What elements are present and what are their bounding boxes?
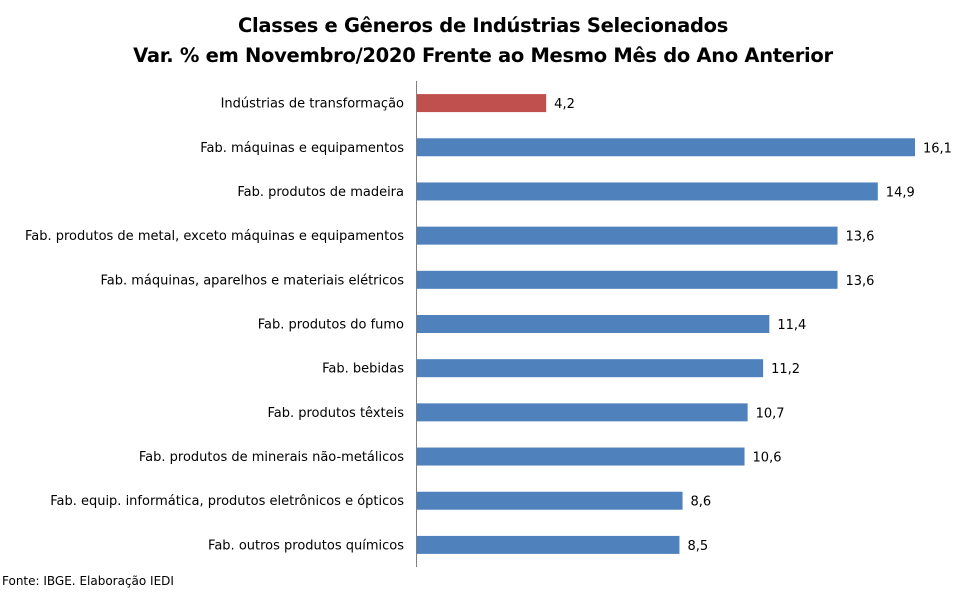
data-label: 16,1 — [923, 141, 952, 156]
bar — [416, 403, 748, 422]
bar — [416, 491, 683, 510]
data-label: 13,6 — [846, 230, 875, 245]
bar — [416, 535, 680, 554]
bar — [416, 447, 745, 466]
data-label: 10,6 — [753, 451, 782, 466]
category-label: Fab. produtos têxteis — [267, 406, 404, 421]
category-label: Fab. máquinas, aparelhos e materiais elé… — [100, 273, 404, 288]
bar — [416, 315, 770, 333]
bar — [416, 270, 838, 289]
category-label: Fab. produtos de madeira — [237, 185, 404, 200]
category-label: Indústrias de transformação — [221, 97, 404, 112]
category-label: Fab. produtos de metal, exceto máquinas … — [25, 229, 404, 244]
data-label: 8,6 — [691, 495, 712, 510]
data-label: 4,2 — [554, 97, 575, 112]
data-label: 14,9 — [886, 185, 915, 200]
bar — [416, 94, 547, 113]
category-label: Fab. outros produtos químicos — [208, 538, 404, 553]
bar — [416, 359, 764, 378]
data-label: 11,4 — [777, 318, 806, 333]
data-label: 11,2 — [771, 362, 800, 377]
category-label: Fab. bebidas — [322, 362, 404, 377]
category-label: Fab. produtos de minerais não-metálicos — [139, 450, 404, 465]
bar — [416, 182, 878, 201]
category-label: Fab. produtos do fumo — [258, 318, 404, 333]
bar — [416, 226, 838, 245]
category-label: Fab. máquinas e equipamentos — [200, 141, 404, 156]
data-label: 13,6 — [846, 274, 875, 289]
data-label: 8,5 — [687, 539, 708, 554]
category-label: Fab. equip. informática, produtos eletrô… — [50, 494, 404, 509]
data-label: 10,7 — [756, 406, 785, 421]
bar — [416, 138, 915, 157]
chart-title-line2: Var. % em Novembro/2020 Frente ao Mesmo … — [133, 44, 833, 67]
chart-title-line1: Classes e Gêneros de Indústrias Selecion… — [237, 14, 729, 37]
source-note: Fonte: IBGE. Elaboração IEDI — [2, 574, 174, 588]
